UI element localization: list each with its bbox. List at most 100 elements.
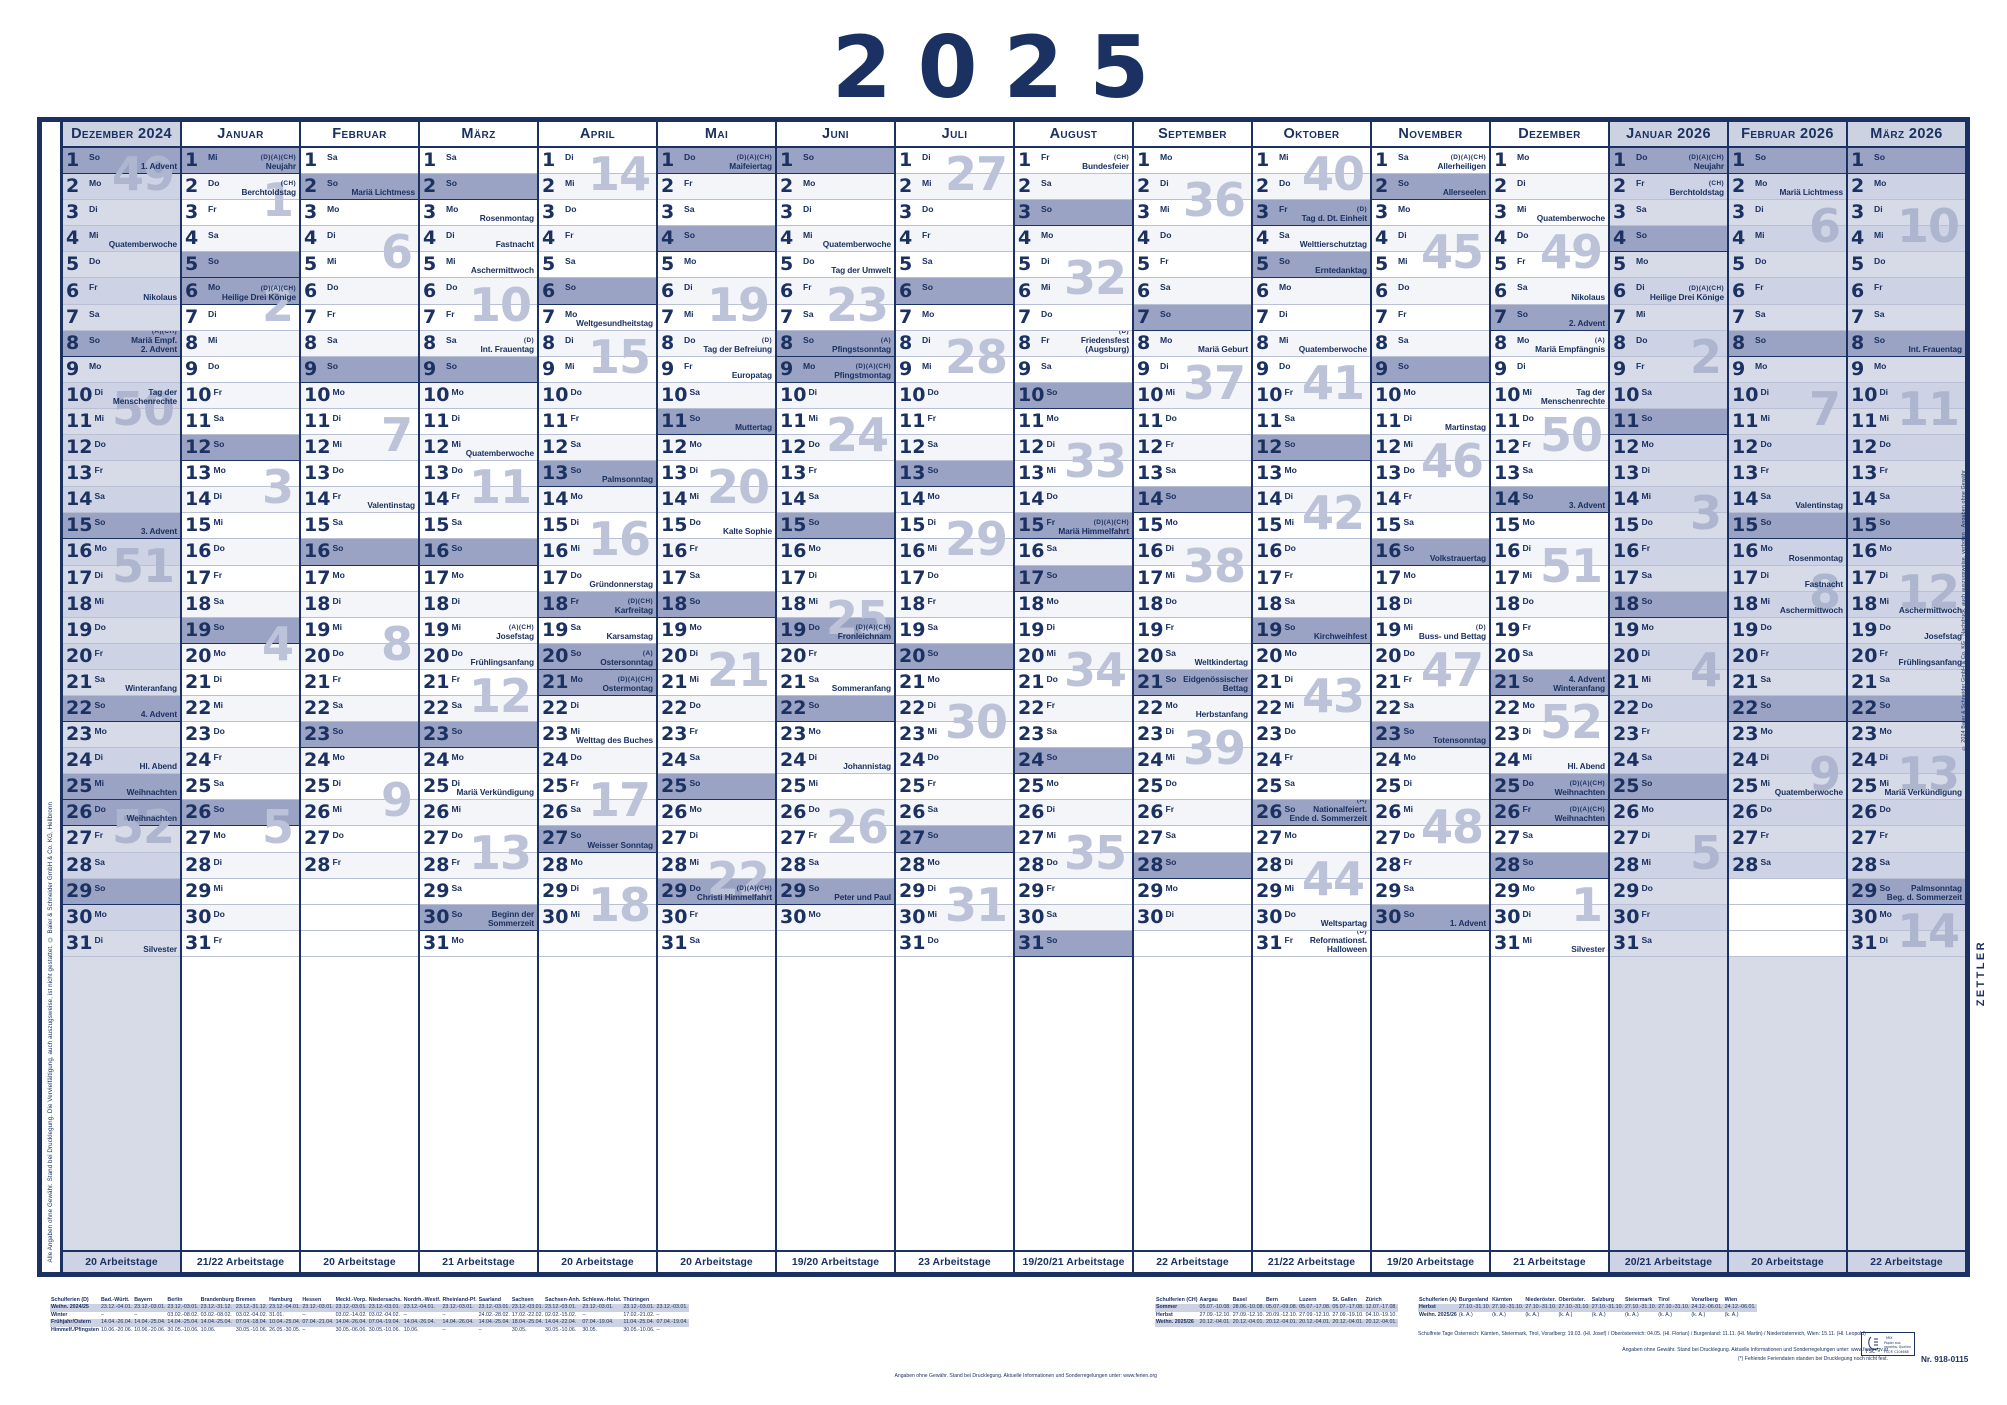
- day-cell[interactable]: 16 Mi: [539, 539, 656, 566]
- day-cell[interactable]: 22 Di: [896, 695, 1013, 723]
- day-cell[interactable]: 5 Sa: [539, 252, 656, 279]
- day-cell[interactable]: 12 Fr: [1491, 435, 1608, 462]
- day-cell[interactable]: 5 Sa: [896, 252, 1013, 279]
- day-cell[interactable]: 3 Fr: [182, 200, 299, 227]
- day-cell[interactable]: 3 Di: [63, 200, 180, 227]
- day-cell[interactable]: 13 So Palmsonntag: [539, 461, 656, 488]
- day-cell[interactable]: 14 Mi: [658, 487, 775, 514]
- day-cell[interactable]: 25 Mi: [777, 774, 894, 801]
- day-cell[interactable]: 6 Do: [1372, 278, 1489, 305]
- day-cell[interactable]: 7 Mi: [658, 305, 775, 331]
- day-cell[interactable]: 15 Sa: [420, 513, 537, 540]
- day-cell[interactable]: 29 So Peter und Paul: [777, 878, 894, 905]
- day-cell[interactable]: 16 So Volkstrauertag: [1372, 539, 1489, 566]
- day-cell[interactable]: 20 Mi: [1015, 643, 1132, 670]
- day-cell[interactable]: 15 So 3. Advent: [63, 513, 180, 540]
- day-cell[interactable]: 26 Di: [1015, 800, 1132, 827]
- day-cell[interactable]: 20 Mo: [1253, 643, 1370, 670]
- day-cell[interactable]: 21 Sa: [1729, 669, 1846, 696]
- day-cell[interactable]: 3 Mo Rosenmontag: [420, 200, 537, 227]
- day-cell[interactable]: 19 Di: [1015, 618, 1132, 644]
- day-cell[interactable]: 7 Sa: [777, 305, 894, 331]
- day-cell[interactable]: 2 Sa: [1015, 174, 1132, 201]
- day-cell[interactable]: 7 So: [1134, 304, 1251, 331]
- day-cell[interactable]: 31 Fr (D) Reformationst. Halloween: [1253, 931, 1370, 957]
- day-cell[interactable]: 27 Do: [420, 826, 537, 853]
- day-cell[interactable]: 25 Mi Mariä Verkündigung: [1848, 774, 1965, 801]
- day-cell[interactable]: 9 Mi: [896, 357, 1013, 383]
- day-cell[interactable]: 5 Fr: [1491, 252, 1608, 279]
- day-cell[interactable]: 8 Do: [1610, 330, 1727, 357]
- day-cell[interactable]: 22 Mi: [1253, 695, 1370, 723]
- day-cell[interactable]: 17 Fr: [182, 566, 299, 592]
- day-cell[interactable]: 30 So Beginn der Sommerzeit: [420, 904, 537, 931]
- day-cell[interactable]: 19 Do: [63, 617, 180, 644]
- day-cell[interactable]: 24 Sa: [658, 748, 775, 775]
- day-cell[interactable]: 1 Mi (D)(A)(CH) Neujahr: [182, 148, 299, 175]
- day-cell[interactable]: 3 Di: [1848, 200, 1965, 227]
- day-cell[interactable]: 11 So: [1610, 408, 1727, 436]
- day-cell[interactable]: 26 So (A) Nationalfeiert. Ende d. Sommerzeit: [1253, 800, 1370, 827]
- day-cell[interactable]: 10 Di Tag der Menschenrechte: [63, 382, 180, 409]
- day-cell[interactable]: 29 Di: [896, 879, 1013, 905]
- day-cell[interactable]: 9 Fr: [1610, 356, 1727, 383]
- day-cell[interactable]: 1 Sa (D)(A)(CH) Allerheiligen: [1372, 148, 1489, 175]
- day-cell[interactable]: 26 Fr (D)(A)(CH) Weihnachten: [1491, 800, 1608, 827]
- day-cell[interactable]: 27 Do: [301, 826, 418, 853]
- day-cell[interactable]: 20 Sa Weltkindertag: [1134, 643, 1251, 670]
- day-cell[interactable]: 4 Mi Quatemberwoche: [63, 226, 180, 253]
- day-cell[interactable]: 18 Do: [1491, 591, 1608, 618]
- day-cell[interactable]: 11 Di: [301, 409, 418, 436]
- day-cell[interactable]: 16 So: [301, 539, 418, 566]
- day-cell[interactable]: 30 Mo: [1848, 904, 1965, 931]
- day-cell[interactable]: 1 Do (D)(A)(CH) Maifeiertag: [658, 148, 775, 175]
- day-cell[interactable]: 26 Mi: [301, 800, 418, 827]
- day-cell[interactable]: 10 Fr: [1253, 382, 1370, 409]
- day-cell[interactable]: 29 So: [63, 878, 180, 905]
- day-cell[interactable]: 24 Fr: [1253, 748, 1370, 775]
- day-cell[interactable]: 8 So Int. Frauentag: [1848, 330, 1965, 357]
- day-cell[interactable]: 20 Do: [301, 643, 418, 670]
- day-cell[interactable]: 9 So: [301, 356, 418, 383]
- day-cell[interactable]: 3 Sa: [1610, 200, 1727, 227]
- day-cell[interactable]: 28 Sa: [63, 852, 180, 879]
- day-cell[interactable]: 23 Mi: [896, 722, 1013, 749]
- day-cell[interactable]: 3 So: [1015, 200, 1132, 227]
- day-cell[interactable]: 2 Do (CH) Berchtoldstag: [182, 174, 299, 201]
- day-cell[interactable]: 20 Fr: [1729, 643, 1846, 670]
- day-cell[interactable]: 7 Mo: [896, 305, 1013, 331]
- day-cell[interactable]: 8 Sa: [1372, 330, 1489, 357]
- day-cell[interactable]: 22 So: [1729, 695, 1846, 723]
- day-cell[interactable]: 9 So: [420, 356, 537, 383]
- day-cell[interactable]: 25 Di: [1372, 774, 1489, 801]
- day-cell[interactable]: 24 So: [1015, 748, 1132, 775]
- day-cell[interactable]: 29 Mo: [1134, 879, 1251, 905]
- day-cell[interactable]: 9 Di: [1134, 357, 1251, 383]
- day-cell[interactable]: 3 Mo: [301, 200, 418, 227]
- day-cell[interactable]: 4 So: [1610, 226, 1727, 253]
- day-cell[interactable]: 3 Do: [539, 200, 656, 227]
- day-cell[interactable]: 24 Di: [1848, 748, 1965, 775]
- day-cell[interactable]: 26 Sa: [539, 800, 656, 827]
- day-cell[interactable]: 4 Sa Welttierschutztag: [1253, 226, 1370, 253]
- day-cell[interactable]: 17 Di: [63, 565, 180, 592]
- day-cell[interactable]: 21 Mo (D)(A)(CH) Ostermontag: [539, 669, 656, 696]
- day-cell[interactable]: 12 Do: [63, 435, 180, 462]
- day-cell[interactable]: 1 Di: [539, 148, 656, 175]
- day-cell[interactable]: 14 So 3. Advent: [1491, 487, 1608, 514]
- day-cell[interactable]: 4 Di Fastnacht: [420, 226, 537, 253]
- day-cell[interactable]: 26 Do: [1729, 800, 1846, 827]
- day-cell[interactable]: 23 Fr: [1610, 722, 1727, 749]
- day-cell[interactable]: 18 Mo: [1015, 591, 1132, 618]
- day-cell[interactable]: 9 Di: [1491, 357, 1608, 383]
- day-cell[interactable]: 24 Do: [896, 748, 1013, 775]
- day-cell[interactable]: 22 Sa: [420, 695, 537, 723]
- day-cell[interactable]: 16 Fr: [658, 539, 775, 566]
- day-cell[interactable]: 3 Fr (D) Tag d. Dt. Einheit: [1253, 200, 1370, 227]
- day-cell[interactable]: 23 Di: [1491, 722, 1608, 749]
- day-cell[interactable]: 11 Fr: [539, 409, 656, 436]
- day-cell[interactable]: 29 So Palmsonntag Beg. d. Sommerzeit: [1848, 878, 1965, 905]
- day-cell[interactable]: 14 Fr Valentinstag: [301, 487, 418, 514]
- day-cell[interactable]: 7 Mo Weltgesundheitstag: [539, 305, 656, 331]
- day-cell[interactable]: 14 Di: [1253, 487, 1370, 514]
